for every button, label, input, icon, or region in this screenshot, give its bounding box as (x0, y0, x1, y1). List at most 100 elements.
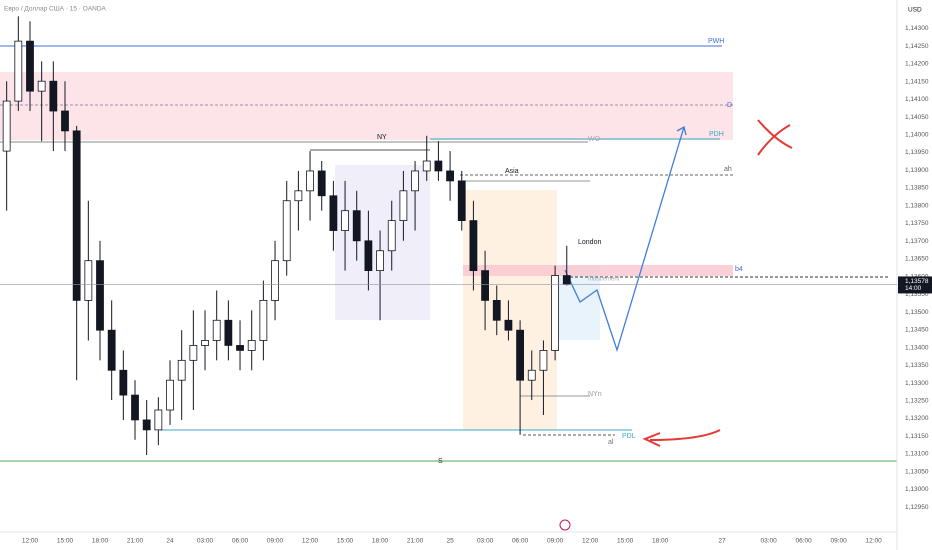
level-label: PDL (622, 433, 636, 440)
level-label: PWH (708, 38, 724, 45)
candle-body (469, 220, 478, 272)
x-tick-label: 12:00 (22, 538, 39, 545)
y-tick-label: 1,13250 (905, 397, 929, 404)
candle-body (131, 394, 139, 421)
candle-body (37, 80, 46, 92)
candle-body (422, 160, 431, 172)
x-tick-label: 03:00 (760, 538, 777, 545)
y-tick-label: 1,13800 (905, 202, 929, 209)
candles (2, 16, 571, 456)
chart-title: Евро / Доллар США · 15 · OANDA (4, 6, 107, 13)
session-label: NY (377, 134, 387, 141)
y-tick-label: 1,14000 (905, 131, 929, 138)
y-tick-label: 1,13100 (905, 451, 929, 458)
level-label: al (608, 439, 614, 446)
y-tick-label: 1,13000 (905, 486, 929, 493)
candle-body (2, 100, 11, 152)
candle-body (446, 170, 454, 182)
x-tick-label: 03:00 (197, 538, 214, 545)
candle-body (49, 80, 58, 112)
x-tick-label: 21:00 (407, 538, 424, 545)
candle-body (247, 340, 256, 351)
x-tick-label: 09:00 (267, 538, 284, 545)
y-tick-label: 1,13900 (905, 167, 929, 174)
candle-body (341, 210, 349, 231)
y-tick-label: 1,13950 (905, 149, 929, 156)
last-price-label: 1,13578 (905, 278, 929, 285)
x-tick-label: 25 (446, 538, 454, 545)
candle-body (177, 359, 186, 381)
level-label: D (727, 102, 732, 109)
y-tick-label: 1,14200 (905, 61, 929, 68)
x-tick-label: 06:00 (796, 538, 813, 545)
candle-body (119, 369, 128, 396)
y-tick-label: 1,13400 (905, 344, 929, 351)
candle-body (84, 260, 93, 301)
candle-body (317, 170, 326, 197)
y-tick-label: 1,14150 (905, 78, 929, 85)
candle-body (61, 110, 69, 132)
currency-label: USD (908, 7, 922, 14)
projection-arrowhead (676, 126, 687, 136)
candle-body (539, 350, 548, 371)
candle-body (387, 220, 396, 252)
candle-body (551, 275, 559, 351)
x-tick-label: 18:00 (372, 538, 389, 545)
candle-body (376, 250, 384, 272)
candle-body (72, 130, 81, 301)
y-tick-label: 1,13850 (905, 185, 929, 192)
candle-body (271, 260, 279, 301)
x-tick-label: 03:00 (477, 538, 494, 545)
session-label: London (578, 239, 601, 246)
y-tick-label: 1,14050 (905, 114, 929, 121)
candle-body (527, 369, 536, 381)
x-tick-label: 24 (166, 538, 174, 545)
x-tick-label: 18:00 (652, 538, 669, 545)
y-tick-label: 1,13300 (905, 380, 929, 387)
y-tick-label: 1,12950 (905, 504, 929, 511)
candle-body (14, 40, 23, 102)
candle-body (411, 170, 419, 192)
x-tick-label: 09:00 (547, 538, 564, 545)
level-label: PDH (709, 131, 724, 138)
candle-body (306, 170, 314, 192)
candle-body (26, 40, 34, 92)
candle-body (294, 190, 303, 202)
y-tick-label: 1,13650 (905, 256, 929, 263)
x-tick-label: 18:00 (92, 538, 109, 545)
candle-body (399, 190, 408, 222)
candle-body (364, 240, 373, 272)
premium-zone (0, 72, 733, 140)
candle-body (516, 329, 524, 381)
candle-body (282, 200, 291, 262)
x-tick-label: 12:00 (302, 538, 319, 545)
y-tick-label: 1,14100 (905, 96, 929, 103)
candle-body (189, 345, 198, 361)
cross-mark (757, 119, 793, 156)
y-tick-label: 1,14300 (905, 25, 929, 32)
y-tick-label: 1,13750 (905, 220, 929, 227)
level-label: ah (724, 166, 732, 173)
y-tick-label: 1,13200 (905, 415, 929, 422)
candle-body (562, 275, 571, 285)
candle-body (329, 195, 338, 231)
y-tick-label: 1,14250 (905, 43, 929, 50)
level-label: b4 (735, 266, 743, 273)
y-tick-label: 1,13350 (905, 362, 929, 369)
event-icon[interactable] (559, 519, 571, 531)
y-tick-label: 1,13450 (905, 327, 929, 334)
x-tick-label: 27 (718, 538, 726, 545)
red-arrow (642, 429, 721, 447)
candle-body (154, 409, 163, 431)
candle-body (96, 260, 104, 331)
projection-path (564, 126, 685, 353)
x-tick-label: 06:00 (512, 538, 529, 545)
candle-body (224, 319, 233, 346)
session-label: Asia (505, 168, 519, 175)
candle-body (504, 319, 513, 331)
candle-body (201, 340, 209, 346)
level-label: S (438, 458, 443, 465)
candle-body (212, 319, 221, 341)
y-tick-label: 1,13050 (905, 468, 929, 475)
